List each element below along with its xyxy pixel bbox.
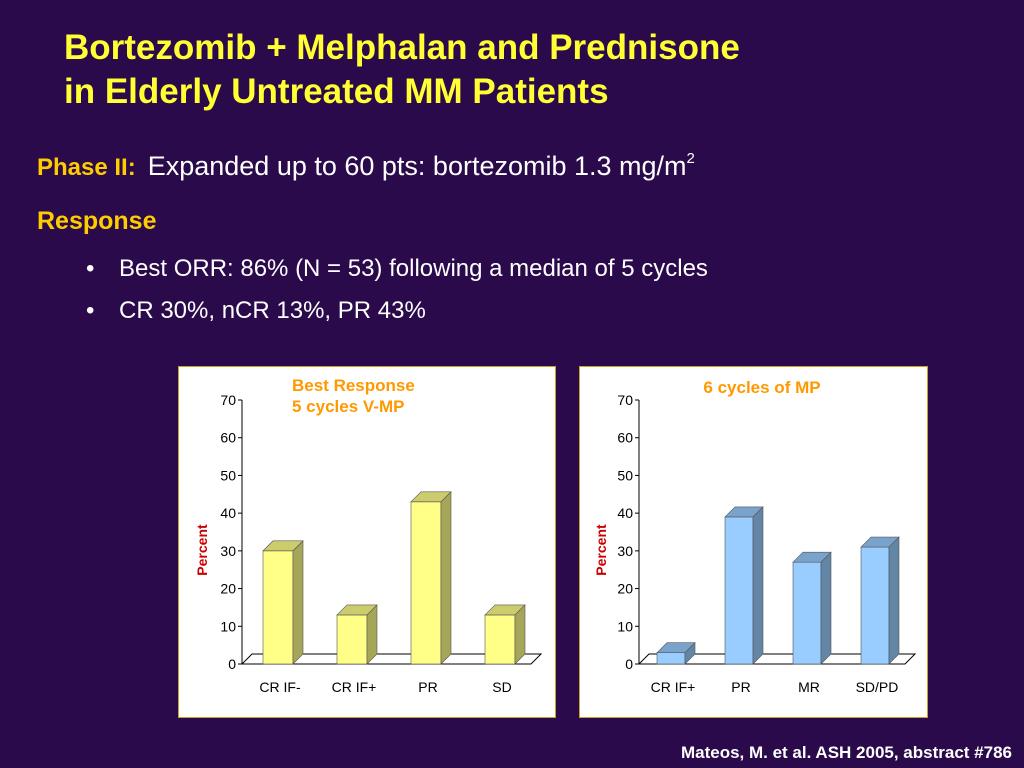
x-category-label: PR xyxy=(418,679,437,695)
x-category-label: CR IF- xyxy=(259,679,301,695)
x-category-label: SD/PD xyxy=(856,679,899,695)
x-category-label: MR xyxy=(798,679,820,695)
bar-side xyxy=(820,551,832,665)
bar-side xyxy=(888,536,900,665)
bar-chart-best-response: 0 10 20 30 40 50 60 70 Percent CR IF- CR IF+ PR SD Be… xyxy=(194,376,543,695)
y-tick-label: 10 xyxy=(617,618,633,634)
bar xyxy=(410,491,452,665)
y-tick-label: 60 xyxy=(220,430,236,446)
bar-front xyxy=(484,614,516,665)
y-tick-label: 10 xyxy=(220,618,236,634)
phase-text-main: Expanded up to 60 pts: bortezomib 1.3 mg… xyxy=(147,151,687,181)
bullet-marker: • xyxy=(86,255,95,282)
y-axis-label: Percent xyxy=(194,524,210,576)
bar xyxy=(724,506,764,665)
y-tick-label: 40 xyxy=(617,505,633,521)
y-tick-label: 30 xyxy=(617,543,633,559)
y-tick-label: 70 xyxy=(617,392,633,408)
phase-line: Phase II: Expanded up to 60 pts: bortezom… xyxy=(37,150,695,182)
y-tick-label: 30 xyxy=(220,543,236,559)
slide-title: Bortezomib + Melphalan and Prednisone in… xyxy=(64,26,740,114)
x-category-label: SD xyxy=(492,679,511,695)
x-category-label: CR IF+ xyxy=(651,679,696,695)
bar xyxy=(484,604,526,665)
bullet-marker: • xyxy=(86,297,95,324)
chart-panel-best-response: 0 10 20 30 40 50 60 70 Percent CR IF- CR IF+ PR SD Be… xyxy=(178,366,556,718)
bar-front xyxy=(336,614,368,665)
response-bullets: • Best ORR: 86% (N = 53) following a medi… xyxy=(86,253,708,337)
y-tick-label: 20 xyxy=(617,581,633,597)
bar-chart-mp: 0 10 20 30 40 50 60 70 Percent CR IF+ PR MR SD/PD 6 c… xyxy=(593,378,917,695)
bar xyxy=(792,551,832,665)
title-line-1: Bortezomib + Melphalan and Prednisone xyxy=(64,28,740,67)
bullet-text: CR 30%, nCR 13%, PR 43% xyxy=(119,297,426,324)
bar xyxy=(860,536,900,665)
bullet-item: • CR 30%, nCR 13%, PR 43% xyxy=(86,295,708,337)
bar-side xyxy=(752,506,764,665)
bar-front xyxy=(724,516,754,665)
chart-title: Best Response 5 cycles V-MP xyxy=(292,376,415,416)
chart-title-line: Best Response xyxy=(292,376,415,395)
y-tick-label: 50 xyxy=(220,467,236,483)
bar xyxy=(656,641,696,665)
response-heading: Response xyxy=(37,207,157,235)
y-tick-label: 60 xyxy=(617,430,633,446)
bar-front xyxy=(410,501,442,665)
bar-front xyxy=(262,550,294,665)
x-category-label: CR IF+ xyxy=(332,679,377,695)
citation: Mateos, M. et al. ASH 2005, abstract #78… xyxy=(680,743,1012,762)
bar-side xyxy=(684,641,696,665)
y-tick-label: 20 xyxy=(220,581,236,597)
y-tick-label: 0 xyxy=(625,656,633,672)
bullet-item: • Best ORR: 86% (N = 53) following a medi… xyxy=(86,253,708,295)
y-tick-label: 70 xyxy=(220,392,236,408)
phase-label: Phase II: xyxy=(37,154,136,181)
bullet-text: Best ORR: 86% (N = 53) following a media… xyxy=(119,255,708,282)
y-axis-label: Percent xyxy=(593,524,609,576)
bar-front xyxy=(860,546,890,665)
x-category-label: PR xyxy=(731,679,750,695)
bar-side xyxy=(366,604,378,665)
bar-side xyxy=(292,540,304,665)
bar-front xyxy=(656,652,686,665)
chart-title: 6 cycles of MP xyxy=(703,378,820,397)
title-line-2: in Elderly Untreated MM Patients xyxy=(64,72,609,111)
y-tick-label: 0 xyxy=(228,656,236,672)
bar-front xyxy=(792,561,822,665)
bar-side xyxy=(514,604,526,665)
bar xyxy=(262,540,304,665)
bar-side xyxy=(440,491,452,665)
phase-text-superscript: 2 xyxy=(686,150,695,167)
phase-text: Expanded up to 60 pts: bortezomib 1.3 mg… xyxy=(147,150,695,181)
y-tick-label: 40 xyxy=(220,505,236,521)
chart-title-line: 5 cycles V-MP xyxy=(292,397,404,416)
bar xyxy=(336,604,378,665)
chart-panel-mp: 0 10 20 30 40 50 60 70 Percent CR IF+ PR MR SD/PD 6 c… xyxy=(579,366,928,718)
chart-title-line: 6 cycles of MP xyxy=(703,378,820,397)
y-tick-label: 50 xyxy=(617,467,633,483)
